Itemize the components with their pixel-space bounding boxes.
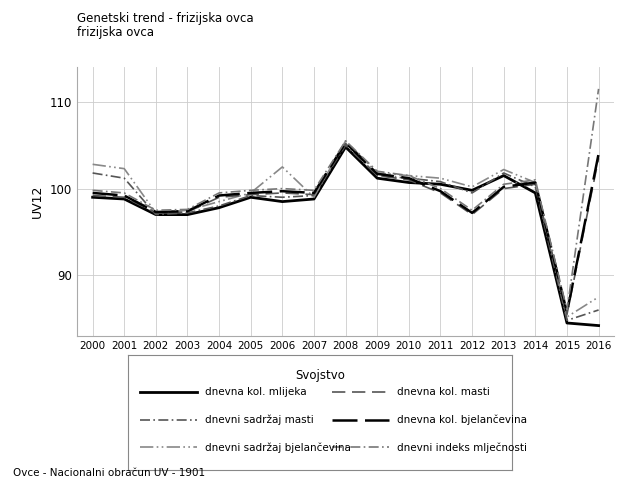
Text: dnevna kol. bjelančevina: dnevna kol. bjelančevina — [397, 414, 527, 425]
X-axis label: Godina rođenja: Godina rođenja — [298, 357, 394, 370]
Text: dnevni sadržaj masti: dnevni sadržaj masti — [205, 414, 314, 425]
Text: Svojstvo: Svojstvo — [295, 369, 345, 382]
Text: dnevna kol. masti: dnevna kol. masti — [397, 387, 490, 397]
Text: frizijska ovca: frizijska ovca — [77, 26, 154, 39]
Text: dnevni sadržaj bjelančevina: dnevni sadržaj bjelančevina — [205, 442, 351, 453]
Text: dnevni indeks mlječnosti: dnevni indeks mlječnosti — [397, 442, 527, 453]
Text: Ovce - Nacionalni obračun UV - 1901: Ovce - Nacionalni obračun UV - 1901 — [13, 468, 205, 478]
Text: Genetski trend - frizijska ovca: Genetski trend - frizijska ovca — [77, 12, 253, 25]
Y-axis label: UV12: UV12 — [31, 185, 44, 218]
Text: dnevna kol. mlijeka: dnevna kol. mlijeka — [205, 387, 307, 397]
